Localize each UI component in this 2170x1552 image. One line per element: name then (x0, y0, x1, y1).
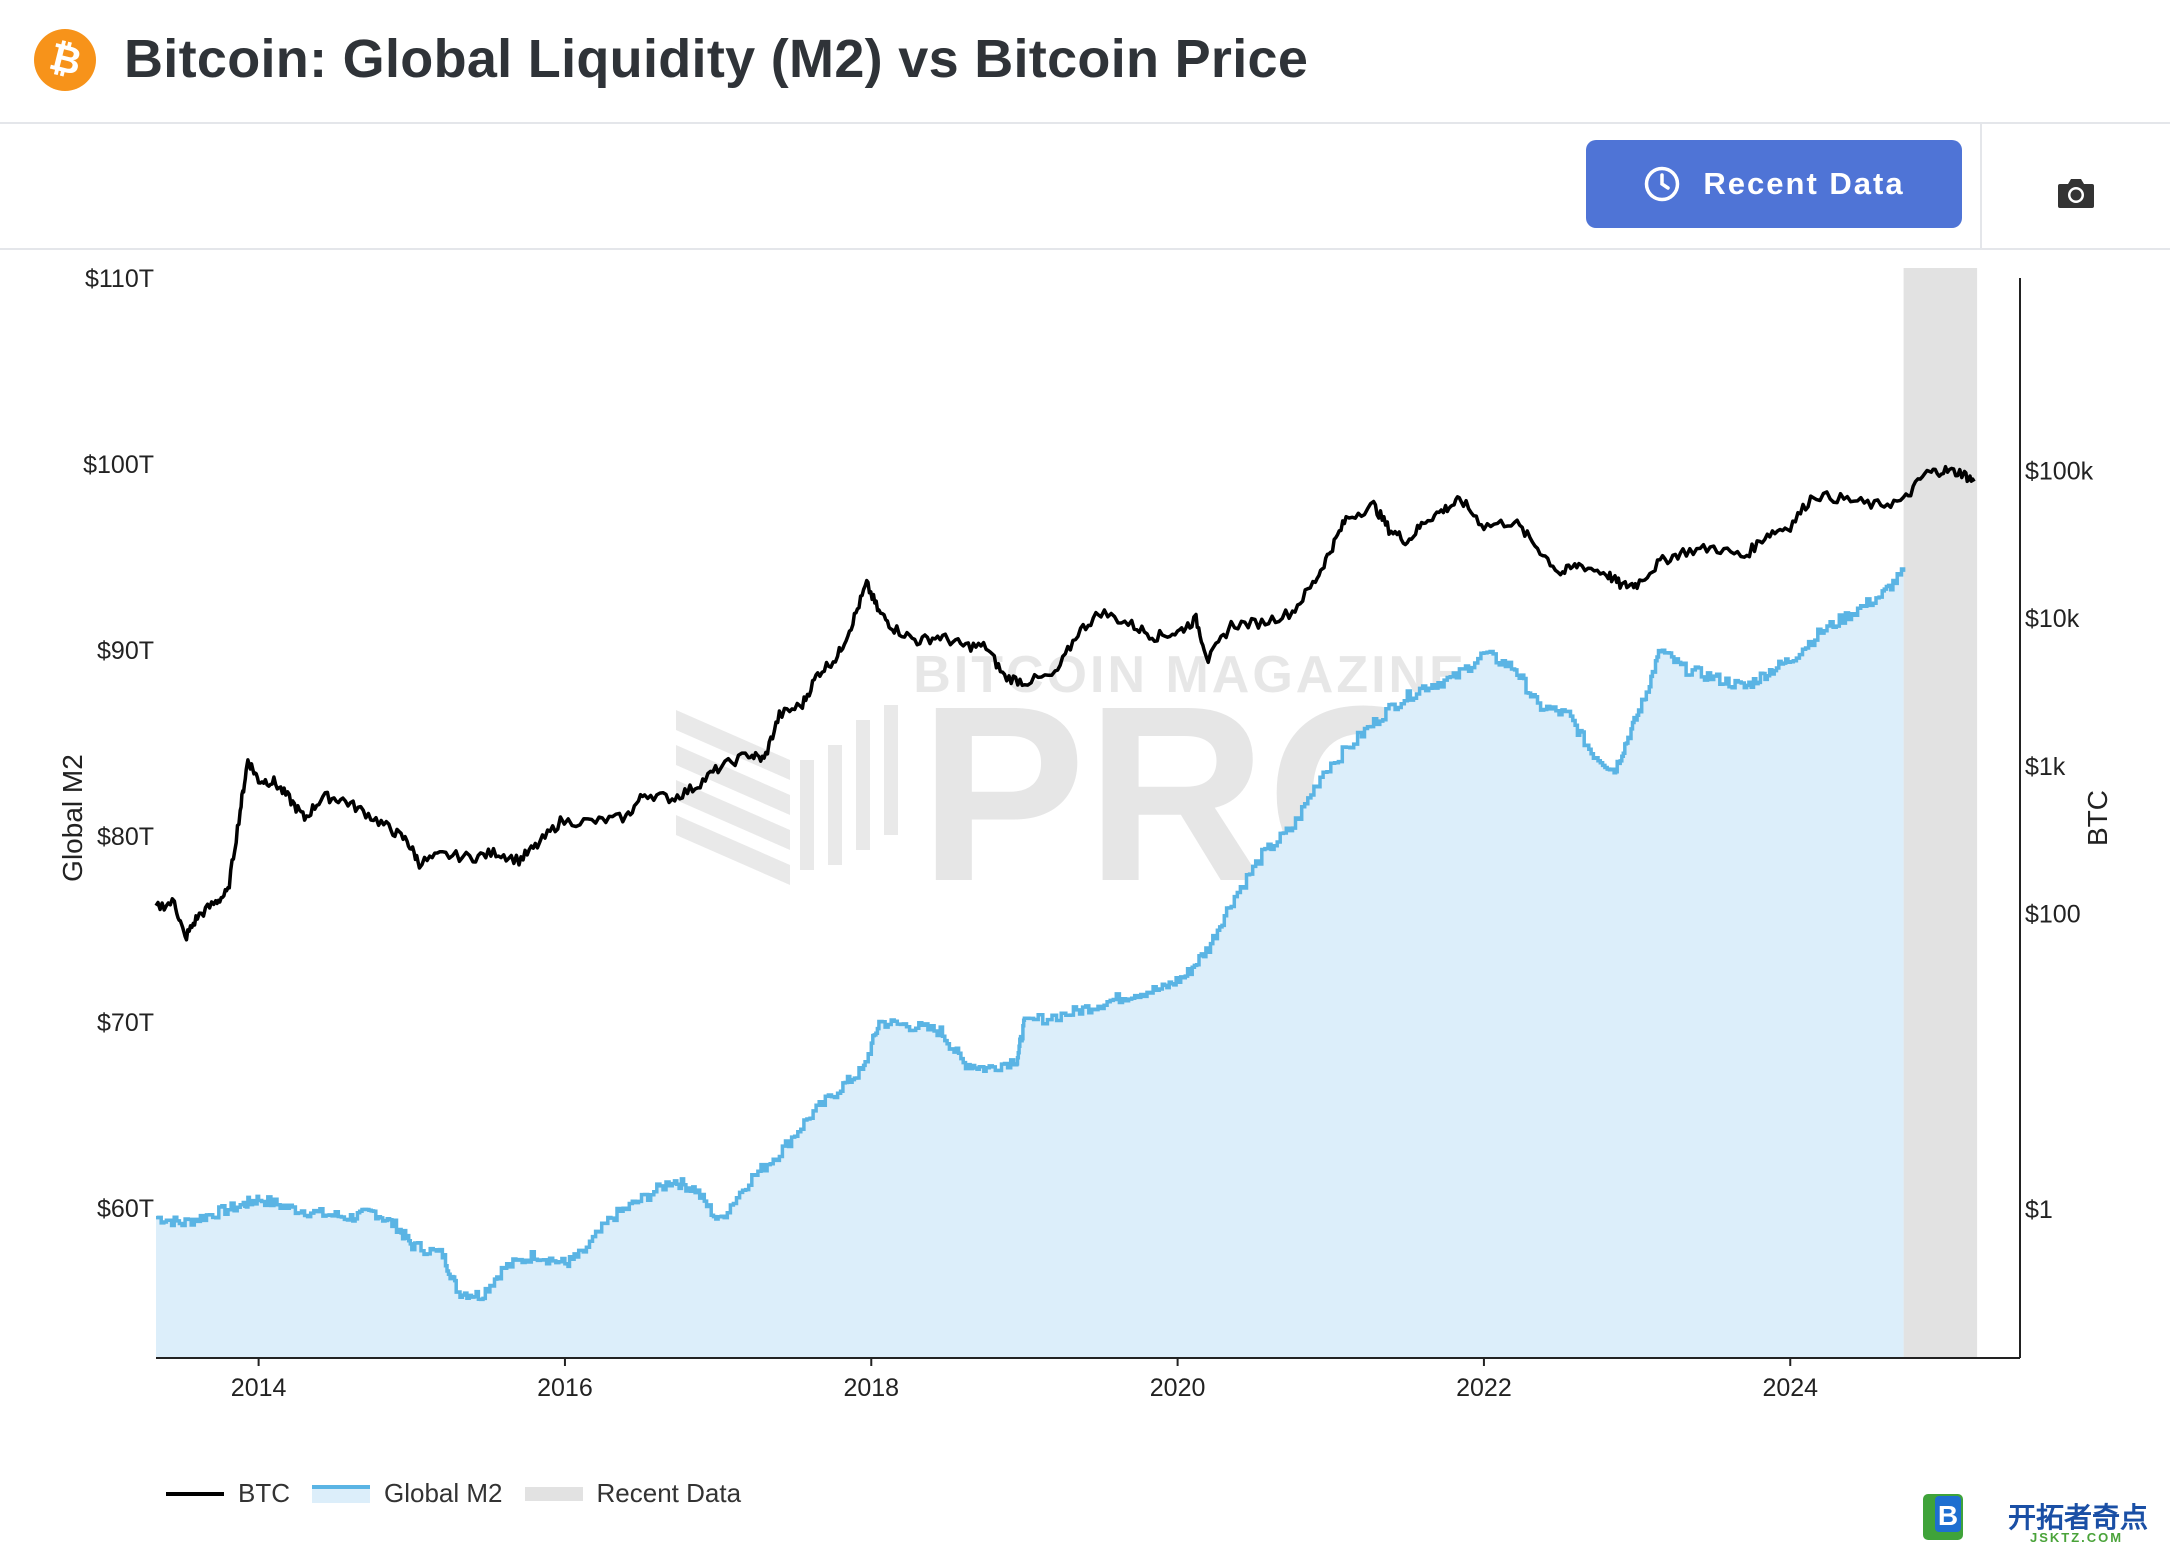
x-tick-label: 2024 (1762, 1374, 1818, 1402)
legend-item-btc[interactable]: BTC (166, 1478, 290, 1509)
btc-price-line (154, 464, 1976, 942)
clock-icon (1645, 166, 1680, 202)
legend-swatch-recent-data (524, 1486, 583, 1501)
svg-text:B: B (1938, 1500, 1958, 1531)
global-m2-area (156, 569, 1904, 1357)
left-axis-title: Global M2 (57, 754, 88, 882)
bitcoin-logo-icon: ₿ (34, 29, 96, 91)
x-tick-label: 2014 (231, 1374, 287, 1402)
right-tick-label: $1 (2025, 1196, 2053, 1224)
right-tick-label: $100k (2025, 457, 2094, 485)
legend-label-global-m2: Global M2 (384, 1478, 503, 1508)
legend-swatch-btc (166, 1491, 224, 1496)
right-tick-label: $10k (2025, 605, 2080, 633)
x-tick-label: 2022 (1456, 1374, 1512, 1402)
chart-toolbar: Recent Data (0, 124, 2170, 250)
x-tick-label: 2020 (1150, 1374, 1206, 1402)
site-badge-text: 开拓者奇点 (2008, 1502, 2149, 1533)
legend-label-btc: BTC (238, 1478, 290, 1508)
left-tick-label: $60T (97, 1195, 154, 1223)
site-badge-icon: B (1923, 1494, 1963, 1540)
recent-data-band (1903, 268, 1978, 1357)
recent-data-button-label: Recent Data (1703, 166, 1905, 201)
x-tick-label: 2018 (843, 1374, 899, 1402)
axes-layer: 2014 2016 2018 2020 2022 2024 $60T $70T $80T $90T… (57, 265, 2113, 1402)
right-tick-label: $100 (2025, 901, 2081, 929)
plot-layer (154, 268, 1978, 1357)
legend-item-global-m2[interactable]: Global M2 (312, 1478, 503, 1509)
left-tick-label: $100T (83, 451, 154, 479)
chart-area: BITCOIN MAGAZINE PRO ® 20142016201820202… (57, 265, 2113, 1402)
legend-item-recent-data[interactable]: Recent Data (524, 1478, 742, 1509)
legend-label-recent-data: Recent Data (596, 1478, 742, 1508)
chart-legend: BTC Global M2 Recent Data (166, 1478, 763, 1509)
page-title: Bitcoin: Global Liquidity (M2) vs Bitcoi… (124, 29, 1309, 89)
left-tick-label: $110T (85, 265, 154, 293)
left-tick-label: $80T (97, 823, 154, 851)
legend-swatch-global-m2 (312, 1484, 370, 1503)
watermark-bars-icon (676, 705, 898, 885)
right-tick-label: $1k (2025, 753, 2066, 781)
site-badge-subtext: JSKTZ.COM (2030, 1530, 2124, 1545)
header-bar: ₿ Bitcoin: Global Liquidity (M2) vs Bitc… (0, 0, 2170, 124)
camera-icon[interactable] (2056, 176, 2096, 210)
right-axis-title: BTC (2082, 790, 2113, 846)
toolbar-divider (1980, 124, 1982, 248)
global-m2-line (156, 567, 1906, 1302)
left-tick-label: $90T (97, 637, 154, 665)
x-tick-label: 2016 (537, 1374, 593, 1402)
recent-data-button[interactable]: Recent Data (1586, 140, 1962, 228)
left-tick-label: $70T (97, 1009, 154, 1037)
